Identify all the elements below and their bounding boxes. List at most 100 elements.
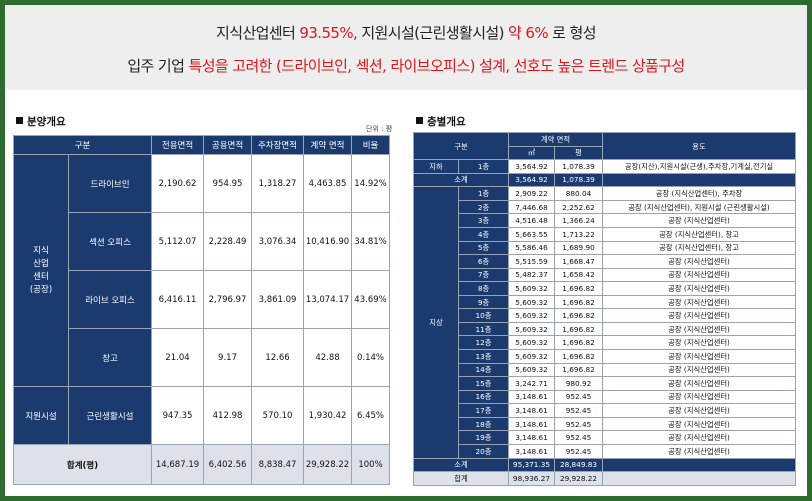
- floor-row: 4층 5,663.55 1,713.22 공장 (지식산업센터), 창고: [414, 226, 797, 242]
- floor-row: 10층 5,609.32 1,696.82 공장 (지식산업센터): [414, 308, 797, 323]
- headline-line-2: 입주 기업 특성을 고려한 (드라이브인, 섹션, 라이브오피스) 설계, 선호…: [5, 55, 807, 76]
- table-cell: 1,696.82: [553, 294, 604, 310]
- total-label: 합계(평): [12, 444, 153, 485]
- row-label: 섹션 오피스: [67, 212, 153, 271]
- table-row: 지원시설 근린생활시설 947.35 412.98 570.10 1,930.4…: [13, 386, 391, 445]
- table-cell: 공장 (지식산업센터): [602, 213, 797, 228]
- floor-label: 10층: [458, 308, 509, 323]
- floor-row: 17층 3,148.61 952.45 공장 (지식산업센터): [414, 403, 797, 418]
- floor-label: 13층: [458, 349, 509, 364]
- table-cell: 5,663.55: [508, 226, 555, 242]
- floor-label: 18층: [458, 416, 509, 432]
- table-header-row: 구분 계약 면적 용도: [413, 131, 797, 161]
- row-label: 라이브 오피스: [67, 270, 153, 329]
- table-cell: 13,074.17: [303, 270, 353, 329]
- floor-row: 7층 5,482.37 1,658.42 공장 (지식산업센터): [414, 267, 797, 283]
- row-label: 드라이브인: [67, 154, 153, 213]
- table-cell: 1,696.82: [553, 281, 604, 296]
- table-cell: 1,668.47: [553, 254, 604, 269]
- column-header: 계약 면적: [507, 132, 604, 147]
- table-cell: 1,696.82: [553, 321, 604, 337]
- floor-label: 1층: [458, 186, 509, 201]
- table-cell: 공장 (지식산업센터): [602, 335, 797, 350]
- table-cell: 5,609.32: [508, 308, 555, 323]
- table-cell: 12.66: [251, 328, 305, 387]
- headline-text: 입주 기업: [127, 57, 189, 75]
- table-cell: 공장 (지식산업센터): [602, 443, 797, 459]
- table-cell: 1,713.22: [553, 226, 604, 242]
- table-cell: 3,148.61: [508, 416, 555, 432]
- column-header: 전용면적: [151, 135, 205, 155]
- sale-overview-title: 분양개요: [16, 114, 66, 129]
- table-cell: 3,148.61: [508, 389, 555, 405]
- table-cell: 980.92: [553, 376, 604, 391]
- headline-highlight: 93.55%,: [299, 24, 358, 42]
- table-cell: 10,416.90: [303, 212, 353, 271]
- subtotal-row: 소계 3,564.92 1,078.39: [413, 172, 797, 188]
- floor-row: 9층 5,609.32 1,696.82 공장 (지식산업센터): [414, 294, 797, 310]
- table-cell: 98,936.27: [508, 471, 555, 486]
- square-bullet-icon: [416, 117, 423, 124]
- table-cell: 1,078.39: [553, 159, 604, 174]
- floor-overview-title: 층별개요: [416, 114, 466, 129]
- table-cell: 2,190.62: [151, 154, 205, 213]
- table-cell: 공장 (지식산업센터): [602, 294, 797, 310]
- table-cell: 4,463.85: [303, 154, 353, 213]
- table-cell: 1,689.90: [553, 240, 604, 256]
- table-cell: 5,609.32: [508, 321, 555, 337]
- floor-row: 지상 1층 2,909.22 880.04 공장 (지식산업센터), 주차장: [413, 186, 797, 459]
- table-cell: 952.45: [553, 430, 604, 445]
- floor-row: 19층 3,148.61 952.45 공장 (지식산업센터): [414, 430, 797, 445]
- group-cell-support-facility: 지원시설: [13, 386, 69, 445]
- table-header-row: ㎡ 평: [414, 145, 796, 161]
- sale-overview-title-text: 분양개요: [27, 116, 66, 128]
- table-cell: 880.04: [553, 186, 604, 201]
- floor-row: 18층 3,148.61 952.45 공장 (지식산업센터): [414, 416, 797, 432]
- table-cell: 5,515.59: [508, 254, 555, 269]
- table-cell: 954.95: [203, 154, 253, 213]
- table-cell: 2,252.62: [553, 199, 604, 215]
- table-cell: 3,148.61: [508, 443, 555, 459]
- table-cell: 3,564.92: [508, 172, 555, 188]
- floor-overview-table: 구분 계약 면적 용도 ㎡ 평 지하 1층 3,564.92 1,078.39 공장(지…: [413, 131, 797, 486]
- table-cell: 5,609.32: [508, 335, 555, 350]
- row-label: 근린생활시설: [67, 386, 153, 445]
- table-cell: 7,446.68: [508, 199, 555, 215]
- table-cell: 공장 (지식산업센터): [602, 403, 797, 418]
- table-cell: 1,696.82: [553, 308, 604, 323]
- table-cell: 947.35: [151, 386, 205, 445]
- floor-label: 14층: [458, 362, 509, 378]
- table-cell: 29,928.22: [553, 471, 604, 486]
- table-cell: 952.45: [553, 403, 604, 418]
- floor-label: 2층: [458, 199, 509, 215]
- column-header: ㎡: [508, 145, 555, 161]
- table-cell: 34.81%: [351, 212, 391, 271]
- table-row: 창고 21.04 9.17 12.66 42.88 0.14%: [14, 328, 391, 387]
- headline-banner: 지식산업센터 93.55%, 지원시설(근린생활시설) 약 6% 로 형성 입주…: [5, 5, 807, 90]
- table-cell: 952.45: [553, 443, 604, 459]
- table-cell: [602, 471, 797, 486]
- table-cell: 1,658.42: [553, 267, 604, 283]
- column-header: 주차장면적: [251, 135, 305, 155]
- floor-row: 20층 3,148.61 952.45 공장 (지식산업센터): [414, 443, 797, 459]
- floor-row: 3층 4,516.48 1,366.24 공장 (지식산업센터): [414, 213, 797, 228]
- table-cell: 3,148.61: [508, 403, 555, 418]
- table-cell: 공장 (지식산업센터), 창고: [602, 226, 797, 242]
- table-cell: 공장 (지식산업센터): [602, 389, 797, 405]
- floor-label: 7층: [458, 267, 509, 283]
- floor-row: 14층 5,609.32 1,696.82 공장 (지식산업센터): [414, 362, 797, 378]
- floor-overview-title-text: 층별개요: [427, 116, 466, 128]
- table-cell: 5,112.07: [151, 212, 205, 271]
- table-cell: 3,861.09: [251, 270, 305, 329]
- table-cell: 공장 (지식산업센터), 주차장: [602, 186, 797, 201]
- floor-row: 11층 5,609.32 1,696.82 공장 (지식산업센터): [414, 321, 797, 337]
- floor-row: 지하 1층 3,564.92 1,078.39 공장(지산),지원시설(근생),주차장,…: [413, 159, 797, 174]
- headline-text: 로 형성: [548, 24, 596, 42]
- table-cell: 공장 (지식산업센터), 지원시설 (근린생활시설): [602, 199, 797, 215]
- table-cell: 6,402.56: [203, 444, 253, 485]
- table-cell: 6,416.11: [151, 270, 205, 329]
- table-cell: 공장 (지식산업센터): [602, 376, 797, 391]
- table-cell: 100%: [351, 444, 391, 485]
- table-cell: 952.45: [553, 416, 604, 432]
- floor-label: 8층: [458, 281, 509, 296]
